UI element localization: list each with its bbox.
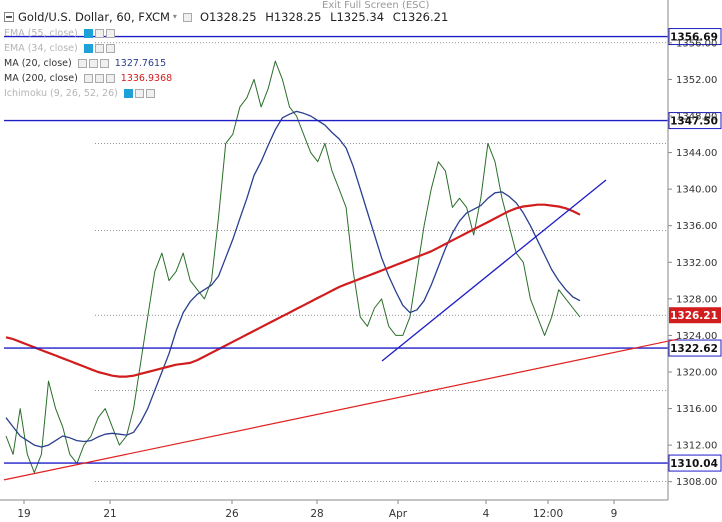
indicator-value: 1327.7615 [114,58,167,69]
high-value: H1328.25 [265,10,322,24]
price-tick-label: 1348.00 [676,112,717,123]
legend-title-row: Gold/U.S. Dollar, 60, FXCM ▾ O1328.25 H1… [4,8,453,26]
time-tick-label: 26 [225,508,239,520]
indicator-label: MA (20, close) [4,58,72,69]
eye-icon[interactable] [77,59,87,68]
series-layer [5,60,581,474]
level-label-box [668,112,722,130]
gear-icon[interactable] [94,74,104,83]
level-label: 1322.62 [670,343,718,355]
close-value: C1326.21 [392,10,449,24]
close-icon[interactable] [99,59,109,68]
support-trend-line [3,338,679,481]
eye-icon[interactable] [83,44,93,53]
grid-lines [95,42,668,483]
gear-icon[interactable] [134,89,144,98]
series-line-ma20 [5,110,581,448]
level-label: 1347.50 [670,116,718,128]
close-icon[interactable] [105,44,115,53]
level-label: 1356.69 [670,32,718,44]
price-tick-label: 1332.00 [676,258,717,269]
time-tick-label: 28 [310,508,323,520]
price-tick-label: 1352.00 [676,75,717,86]
level-label-box [668,454,722,472]
indicator-row: MA (20, close) 1327.7615 [4,56,453,71]
indicator-label: EMA (55, close) [4,28,78,39]
series-line-ma200 [5,203,581,378]
close-icon[interactable] [145,89,155,98]
indicator-row: EMA (34, close) [4,41,453,56]
settings-icon[interactable] [182,12,192,22]
close-icon[interactable] [105,29,115,38]
indicator-label: MA (200, close) [4,73,78,84]
time-tick-label: 9 [611,508,618,520]
indicator-label: Ichimoku (9, 26, 52, 26) [4,88,118,99]
time-tick-label: 4 [483,508,490,520]
price-tick-label: 1320.00 [676,368,717,379]
open-value: O1328.25 [199,10,257,24]
low-value: L1325.34 [330,10,385,24]
indicator-row: Ichimoku (9, 26, 52, 26) [4,86,453,101]
eye-icon[interactable] [83,74,93,83]
series-line-price [5,60,581,474]
level-label-box [668,339,722,357]
level-label: 1310.04 [670,458,718,470]
price-tick-label: 1308.00 [676,477,717,488]
close-icon[interactable] [105,74,115,83]
chart-legend: Gold/U.S. Dollar, 60, FXCM ▾ O1328.25 H1… [4,8,453,101]
time-tick-label: Apr [389,508,408,520]
indicator-row: MA (200, close) 1336.9368 [4,71,453,86]
time-tick-label: 19 [17,508,30,520]
price-tick-label: 1328.00 [676,294,717,305]
gear-icon[interactable] [88,59,98,68]
price-tick-label: 1316.00 [676,404,717,415]
price-tick-label: 1324.00 [676,331,717,342]
symbol-title: Gold/U.S. Dollar, 60, FXCM [18,10,170,24]
support-resistance-levels: 1356.69 1347.50 1322.62 1310.04 1326.21 [4,28,722,472]
exit-full-screen-button[interactable]: Exit Full Screen (ESC) [322,0,430,11]
ohlc-values: O1328.25 H1328.25 L1325.34 C1326.21 [200,8,453,26]
eye-icon[interactable] [83,29,93,38]
gear-icon[interactable] [94,44,104,53]
price-tick-label: 1336.00 [676,221,717,232]
time-tick-label: 12:00 [533,508,563,520]
collapse-legend-icon[interactable] [4,12,14,22]
gear-icon[interactable] [94,29,104,38]
last-price-label: 1326.21 [670,310,718,322]
dropdown-icon[interactable]: ▾ [172,12,177,21]
indicator-row: EMA (55, close) [4,26,453,41]
price-tick-label: 1356.00 [676,38,717,49]
indicator-label: EMA (34, close) [4,43,78,54]
level-label-box [668,28,722,46]
trend-lines [3,179,679,481]
last-price-box [669,307,721,324]
price-tick-label: 1312.00 [676,441,717,452]
price-tick-label: 1344.00 [676,148,717,159]
rising-trend-line [381,179,607,362]
indicator-value: 1336.9368 [120,73,173,84]
eye-icon[interactable] [123,89,133,98]
time-tick-label: 21 [103,508,116,520]
price-tick-label: 1340.00 [676,185,717,196]
